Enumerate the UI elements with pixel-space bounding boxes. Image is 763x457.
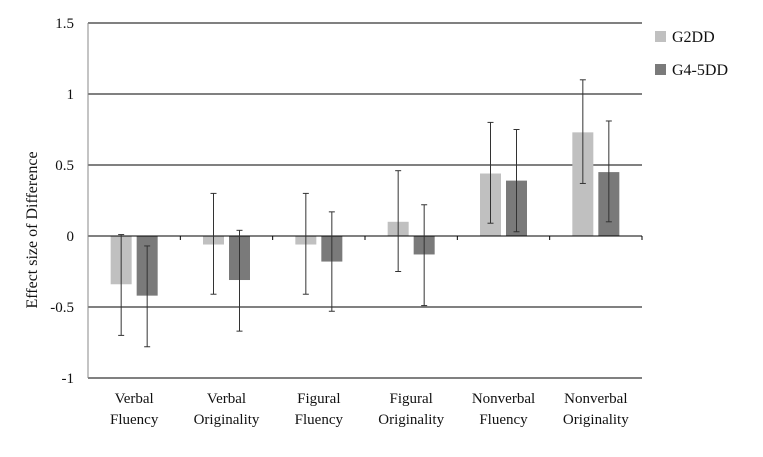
y-tick-label: -1 (62, 371, 75, 387)
y-tick-labels: 1.5 1 0.5 0 -0.5 -1 (50, 16, 74, 387)
legend-swatch-g4-5dd (655, 64, 666, 75)
x-category-label: Figural Originality (378, 391, 444, 428)
legend-label: G4-5DD (672, 62, 728, 79)
x-category-label: Nonverbal Originality (563, 391, 629, 428)
x-category-label: Verbal Originality (194, 391, 260, 428)
legend-swatch-g2dd (655, 31, 666, 42)
legend: G2DD G4-5DD (655, 29, 728, 79)
y-tick-label: -0.5 (50, 300, 74, 316)
x-category-label: Verbal Fluency (110, 391, 159, 428)
x-category-labels: Verbal Fluency Verbal Originality Figural Flu… (110, 391, 629, 428)
y-tick-label: 1.5 (55, 16, 74, 32)
gridlines (88, 22, 642, 379)
x-category-label: Nonverbal Fluency (472, 391, 535, 428)
y-axis-label: Effect size of Difference (24, 151, 41, 308)
error-bars (118, 79, 612, 348)
y-tick-label: 0.5 (55, 158, 74, 174)
bar-g2dd (572, 132, 594, 236)
y-tick-label: 1 (67, 87, 75, 103)
legend-label: G2DD (672, 29, 715, 46)
bars (110, 132, 620, 296)
zero-axis (87, 235, 643, 240)
x-category-label: Figural Fluency (295, 391, 344, 428)
y-tick-label: 0 (67, 229, 75, 245)
